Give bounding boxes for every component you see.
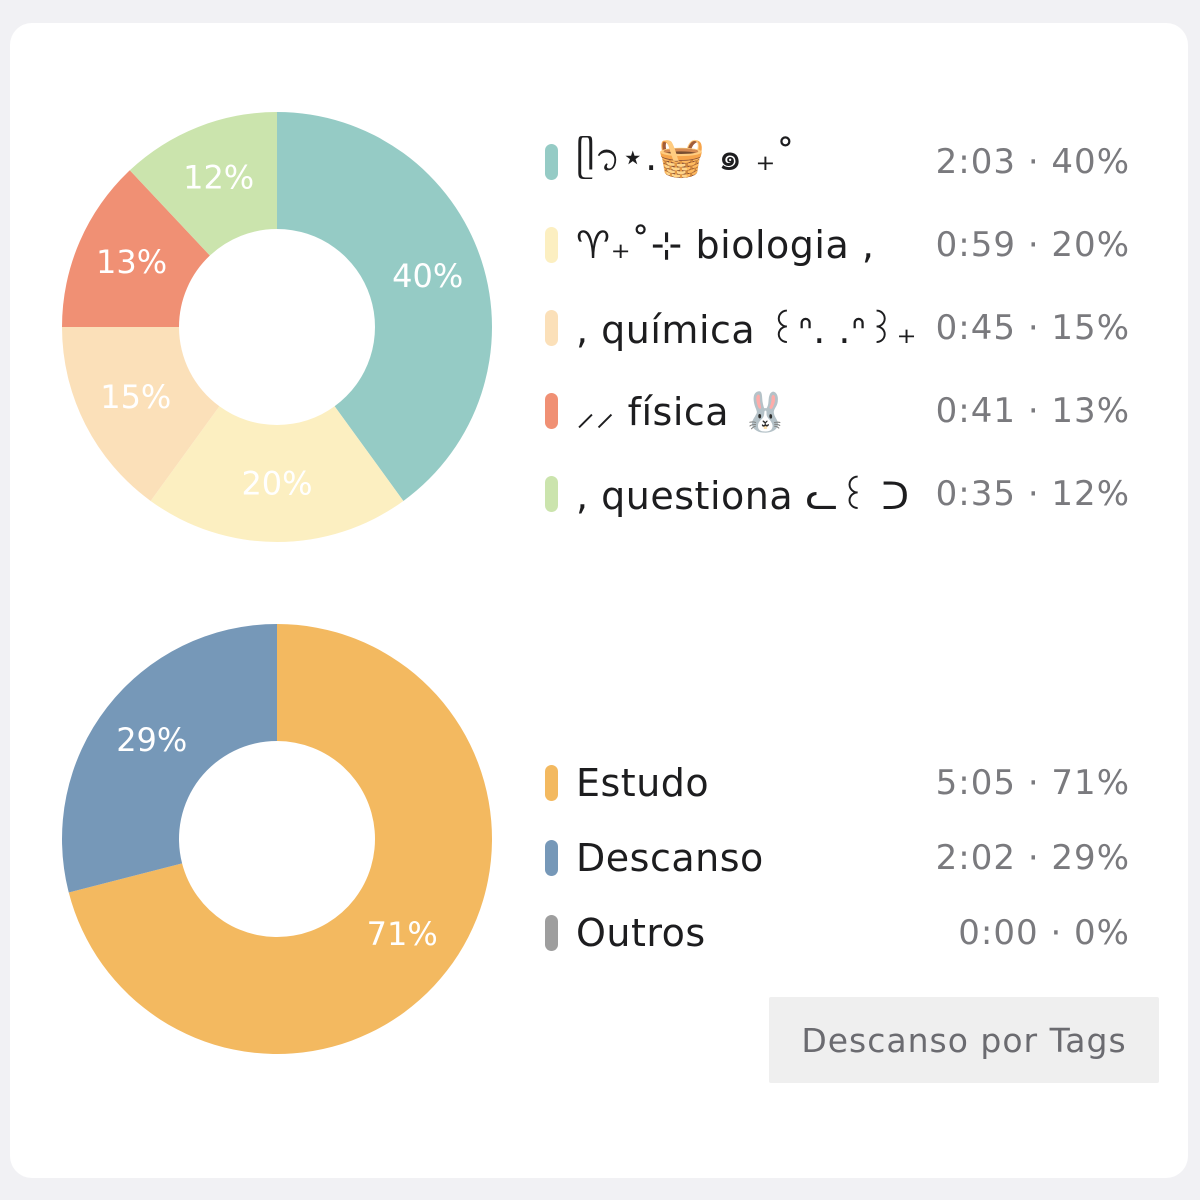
- legend-label: ᥫ᭡⋆.🧺 ๑ ₊˚: [576, 134, 796, 179]
- types-slice-descanso[interactable]: [62, 624, 277, 893]
- tags-slice-qu-mica[interactable]: [62, 327, 220, 501]
- tags-legend-item-item-0[interactable]: ᥫ᭡⋆.🧺 ๑ ₊˚ 2:03 · 40%: [545, 120, 1130, 203]
- legend-value: 2:03 · 40%: [935, 141, 1130, 182]
- tags-legend-item-biologia[interactable]: ♈︎₊˚⊹ biologia , 0:59 · 20%: [545, 203, 1130, 286]
- tags-donut-chart: 40% 20% 15% 13% 12%: [62, 112, 492, 542]
- descanso-por-tags-button[interactable]: Descanso por Tags: [769, 997, 1159, 1083]
- tags-slice-f-sica[interactable]: [62, 170, 210, 327]
- legend-label: , questiona ᓚ꒰ ᑐ ₊: [576, 473, 916, 518]
- legend-swatch: [545, 392, 558, 429]
- legend-label: Estudo: [576, 760, 710, 805]
- legend-value: 2:02 · 29%: [935, 837, 1130, 878]
- types-slice-label-estudo: 71%: [367, 915, 438, 953]
- types-legend-item-outros[interactable]: Outros 0:00 · 0%: [545, 895, 1130, 970]
- legend-label: Outros: [576, 910, 706, 955]
- session-type-donut-chart: 71% 29%: [62, 624, 492, 1054]
- legend-value: 0:35 · 12%: [935, 473, 1130, 514]
- tags-slice-biologia[interactable]: [150, 406, 404, 542]
- legend-value: 0:45 · 15%: [935, 307, 1130, 348]
- tags-slice-label-item-0: 40%: [392, 257, 463, 295]
- tags-slice-label-questiona: 12%: [183, 159, 254, 197]
- legend-label: , química ꒰ᐢ. .ᐢ꒱₊˚⊹: [576, 307, 916, 352]
- tags-slice-questiona[interactable]: [129, 112, 277, 256]
- tags-legend-item-questiona[interactable]: , questiona ᓚ꒰ ᑐ ₊ 0:35 · 12%: [545, 452, 1130, 535]
- legend-label: ⸝⸝ física 🐰: [576, 389, 790, 434]
- tags-slice-item-0[interactable]: [277, 112, 492, 501]
- tags-legend: ᥫ᭡⋆.🧺 ๑ ₊˚ 2:03 · 40% ♈︎₊˚⊹ biologia , 0:59…: [545, 120, 1130, 535]
- legend-value: 5:05 · 71%: [935, 762, 1130, 803]
- legend-label: Descanso: [576, 835, 764, 880]
- tags-slice-label-biologia: 20%: [241, 465, 312, 503]
- legend-value: 0:41 · 13%: [935, 390, 1130, 431]
- legend-swatch: [545, 309, 558, 346]
- legend-swatch: [545, 764, 558, 801]
- tags-slice-label-qu-mica: 15%: [100, 378, 171, 416]
- types-slice-label-descanso: 29%: [116, 721, 187, 759]
- session-type-legend: Estudo 5:05 · 71% Descanso 2:02 · 29% Outros…: [545, 745, 1130, 970]
- types-slice-estudo[interactable]: [68, 624, 492, 1054]
- legend-value: 0:00 · 0%: [958, 912, 1130, 953]
- legend-swatch: [545, 839, 558, 876]
- legend-value: 0:59 · 20%: [935, 224, 1130, 265]
- legend-swatch: [545, 226, 558, 263]
- tags-legend-item-f-sica[interactable]: ⸝⸝ física 🐰 0:41 · 13%: [545, 369, 1130, 452]
- legend-label: ♈︎₊˚⊹ biologia ,: [576, 222, 875, 267]
- types-legend-item-descanso[interactable]: Descanso 2:02 · 29%: [545, 820, 1130, 895]
- tags-slice-label-f-sica: 13%: [96, 243, 167, 281]
- legend-swatch: [545, 914, 558, 951]
- tags-legend-item-qu-mica[interactable]: , química ꒰ᐢ. .ᐢ꒱₊˚⊹ 0:45 · 15%: [545, 286, 1130, 369]
- legend-swatch: [545, 143, 558, 180]
- legend-swatch: [545, 475, 558, 512]
- types-legend-item-estudo[interactable]: Estudo 5:05 · 71%: [545, 745, 1130, 820]
